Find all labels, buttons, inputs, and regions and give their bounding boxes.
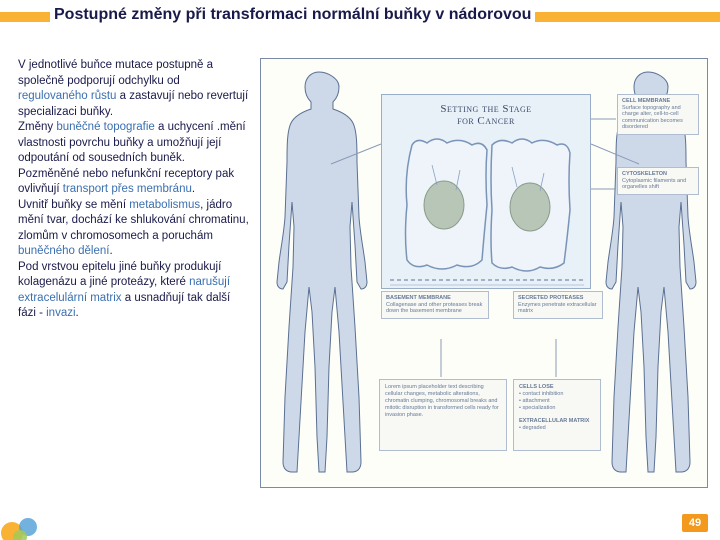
description-box-left: Lorem ipsum placeholder text describing … (379, 379, 507, 451)
bbr-b3: • specialization (519, 405, 555, 411)
body-paragraphs: V jednotlivé buňce mutace postupně a spo… (18, 58, 250, 322)
sub2-title: SECRETED PROTEASES (518, 295, 583, 301)
label-cytoskeleton: CYTOSKELETON Cytoplasmic filaments and o… (617, 167, 699, 195)
p2b: buněčné topografie (56, 121, 154, 133)
p3c: . (192, 183, 195, 195)
bbr-b1: • contact inhibition (519, 391, 563, 397)
bbr-b4: • degraded (519, 425, 546, 431)
p1b: regulovaného růstu (18, 90, 116, 102)
label-cell-membrane: CELL MEMBRANE Surface topography and cha… (617, 94, 699, 135)
label-secreted-proteases: SECRETED PROTEASES Enzymes penetrate ext… (513, 291, 603, 319)
cancer-diagram: Setting the Stage for Cancer CELL MEMBRA… (260, 58, 708, 488)
bbr-h1: CELLS LOSE (519, 384, 554, 390)
description-box-right: CELLS LOSE • contact inhibition • attach… (513, 379, 601, 451)
p5d: invazi (46, 307, 75, 319)
bbr-b2: • attachment (519, 398, 550, 404)
bb-left-text: Lorem ipsum placeholder text describing … (385, 384, 499, 418)
bbr-h2: EXTRACELLULAR MATRIX (519, 418, 589, 424)
lb1-title: CELL MEMBRANE (622, 98, 670, 104)
label-basement-membrane: BASEMENT MEMBRANE Collagenase and other … (381, 291, 489, 319)
p4a: Uvnitř buňky se mění (18, 199, 129, 211)
cells-panel: Setting the Stage for Cancer (381, 94, 591, 289)
page-title: Postupné změny při transformaci normální… (50, 6, 535, 24)
sub1-text: Collagenase and other proteases break do… (386, 302, 482, 315)
page-number: 49 (682, 514, 708, 532)
p4b: metabolismus (129, 199, 200, 211)
p4e: . (109, 245, 112, 257)
human-silhouette-left (267, 67, 372, 482)
sub2-text: Enzymes penetrate extracellular matrix (518, 302, 597, 315)
lb1-text: Surface topography and charge alter, cel… (622, 105, 683, 131)
sub1-title: BASEMENT MEMBRANE (386, 295, 451, 301)
corner-decoration (0, 505, 55, 540)
p5e: . (76, 307, 79, 319)
p3b: transport přes membránu (63, 183, 192, 195)
cells-svg (382, 95, 592, 290)
lb2-text: Cytoplasmic filaments and organelles shi… (622, 178, 686, 191)
p4d: buněčného dělení (18, 245, 109, 257)
lb2-title: CYTOSKELETON (622, 171, 667, 177)
p2a: Změny (18, 121, 56, 133)
p1a: V jednotlivé buňce mutace postupně a spo… (18, 59, 213, 87)
